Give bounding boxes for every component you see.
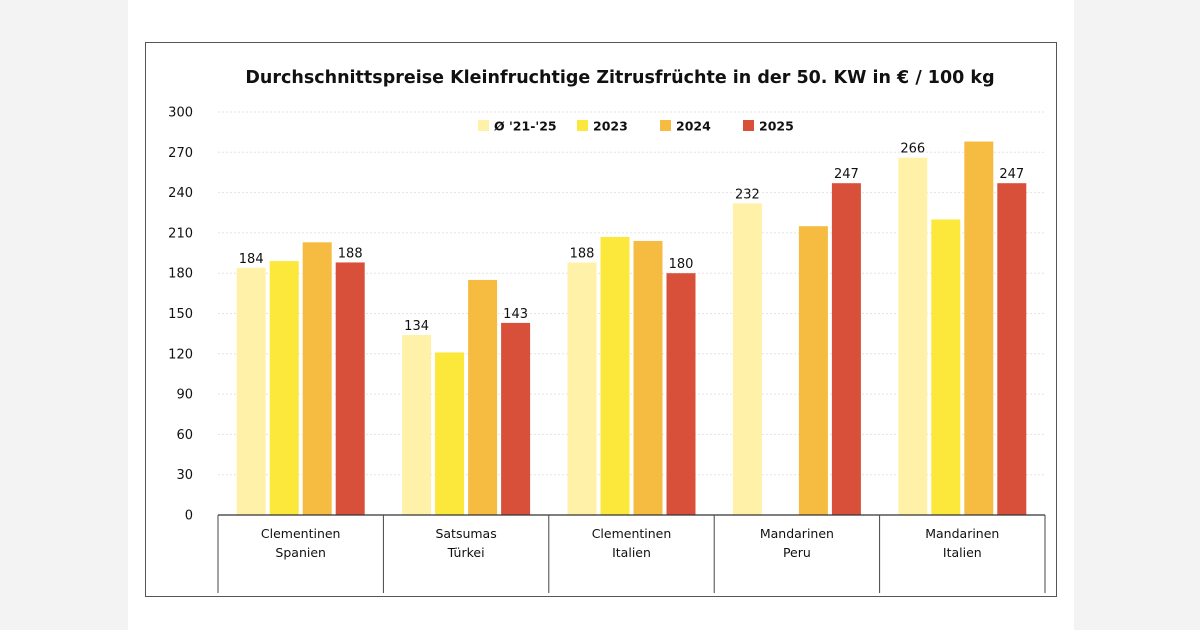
bar: [468, 279, 498, 515]
bar: [435, 352, 465, 515]
data-label: 184: [239, 252, 264, 267]
legend-label: 2024: [676, 119, 711, 134]
y-tick-label: 270: [168, 146, 193, 161]
data-label: 143: [503, 307, 528, 322]
legend-label: 2025: [759, 119, 794, 134]
legend-label: Ø '21-'25: [494, 119, 557, 134]
category-label: Mandarinen: [925, 526, 999, 541]
data-label: 188: [338, 246, 363, 261]
bar: [269, 261, 299, 515]
legend-swatch: [743, 120, 754, 131]
bar: [236, 267, 266, 515]
data-label: 232: [735, 187, 760, 202]
bar: [302, 242, 332, 515]
bar: [831, 183, 861, 516]
bar: [798, 226, 828, 515]
category-label: Mandarinen: [760, 526, 834, 541]
category-label: Clementinen: [592, 526, 672, 541]
y-tick-label: 60: [176, 428, 193, 443]
category-label: Italien: [943, 545, 982, 560]
category-label: Türkei: [447, 545, 485, 560]
data-label: 134: [404, 319, 429, 334]
bar: [732, 203, 762, 515]
y-tick-label: 240: [168, 186, 193, 201]
category-label: Clementinen: [261, 526, 341, 541]
legend-swatch: [660, 120, 671, 131]
bar: [964, 141, 994, 515]
y-tick-label: 300: [168, 106, 193, 121]
bar: [335, 262, 365, 515]
data-label: 180: [669, 257, 694, 272]
bar: [898, 157, 928, 515]
legend-swatch: [478, 120, 489, 131]
y-tick-label: 180: [168, 267, 193, 282]
legend-swatch: [577, 120, 588, 131]
data-label: 188: [570, 246, 595, 261]
y-tick-label: 120: [168, 347, 193, 362]
bar: [567, 262, 597, 515]
bar: [633, 240, 663, 515]
legend-label: 2023: [593, 119, 628, 134]
data-label: 247: [834, 167, 859, 182]
category-label: Peru: [783, 545, 811, 560]
data-label: 247: [999, 167, 1024, 182]
y-tick-label: 0: [185, 509, 193, 524]
y-tick-label: 90: [176, 388, 193, 403]
bar: [666, 273, 696, 515]
bar: [931, 219, 961, 515]
bar: [600, 236, 630, 515]
category-label: Satsumas: [435, 526, 496, 541]
chart-title: Durchschnittspreise Kleinfruchtige Zitru…: [245, 68, 994, 88]
y-tick-label: 210: [168, 226, 193, 241]
bar: [501, 322, 531, 515]
bar: [402, 334, 432, 515]
bar: [997, 183, 1027, 516]
y-tick-label: 150: [168, 307, 193, 322]
y-tick-label: 30: [176, 468, 193, 483]
data-label: 266: [900, 142, 925, 157]
category-label: Spanien: [275, 545, 326, 560]
category-label: Italien: [612, 545, 651, 560]
